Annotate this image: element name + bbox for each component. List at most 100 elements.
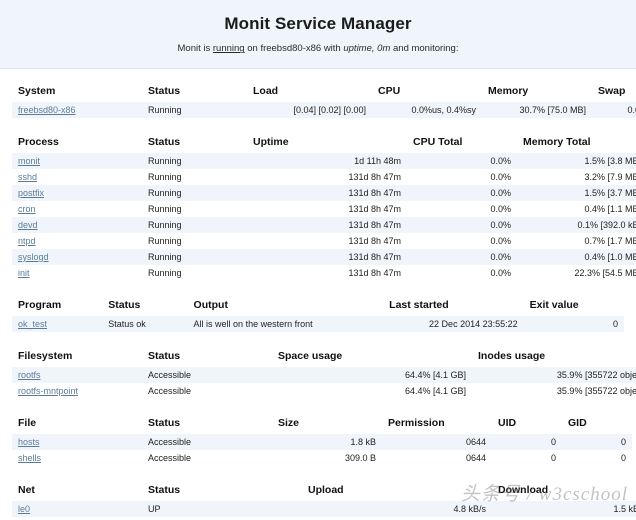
value-cell: 1.5% [3.7 MB] [584,187,636,198]
column-header-exit-value: Exit value [523,294,624,316]
value-cell: 0.7% [1.7 MB] [584,235,636,246]
header-status-line: Monit is running on freebsd80-x86 with u… [0,43,636,55]
page-title: Monit Service Manager [224,14,412,33]
service-link-rootfs[interactable]: rootfs [18,369,41,380]
service-link-rootfs-mntpoint[interactable]: rootfs-mntpoint [18,385,79,396]
column-header-filesystem: Filesystem [12,345,142,367]
column-header-space-usage: Space usage [272,345,472,367]
value-cell: 1.5 kB/s [613,503,636,514]
column-header-program: Program [12,294,103,316]
value-cell: 3.2% [7.9 MB] [584,171,636,182]
service-name-cell: ok_test [12,316,102,332]
service-name-cell: rootfs-mntpoint [12,383,142,399]
status-badge: Running [148,267,182,278]
value-cell: 4.8 kB/s [453,503,486,514]
value-cell: 0 [620,452,626,463]
table-header-row: File Status Size Permission UID GID [12,412,632,434]
status-badge: Running [148,187,182,198]
value-cell: 131d 8h 47m [348,267,401,278]
service-link-cron[interactable]: cron [18,203,36,214]
header-uptime-value: 0m [377,43,391,55]
value-cell: 0.0% [490,171,511,182]
service-link-postfix[interactable]: postfix [18,187,45,198]
value-cell: 35.9% [355722 objects] [556,385,636,396]
column-header-system: System [12,80,142,102]
column-header-uid: UID [492,412,562,434]
status-badge: Running [148,155,182,166]
value-cell: 0.0% [490,219,511,230]
table-filesystem: Filesystem Status Space usage Inodes usage r… [12,345,636,399]
column-header-cpu-total: CPU Total [407,131,517,153]
status-badge: Running [148,203,182,214]
column-header-size: Size [272,412,382,434]
service-name-cell: rootfs [12,367,142,383]
status-badge: Running [148,171,182,182]
service-link-syslogd[interactable]: syslogd [18,251,49,262]
value-cell: 0.0% [490,187,511,198]
status-badge: Accessible [148,369,192,380]
value-cell: 0.0% [32.0 kB] [627,104,636,115]
table-system: System Status Load CPU Memory Swap freebsd80-x… [12,80,636,118]
service-link-shells[interactable]: shells [18,452,42,463]
service-link-devd[interactable]: devd [18,219,38,230]
header-uptime-label: uptime, [343,43,375,55]
service-link-sshd[interactable]: sshd [18,171,38,182]
table-row: ntpd Running 131d 8h 47m 0.0% 0.7% [1.7 MB] [12,232,636,249]
value-cell: 0 [620,436,626,447]
service-name-cell: shells [12,450,142,466]
value-cell: 131d 8h 47m [348,219,401,230]
service-name-cell: postfix [12,185,142,201]
program-output-cell: All is well on the western front [193,318,313,329]
service-name-cell: ntpd [12,233,142,249]
table-row: ok_test Status ok All is well on the weste… [12,315,624,332]
status-badge: Running [148,104,182,115]
service-link-init[interactable]: init [18,267,30,278]
column-header-file: File [12,412,142,434]
table-row: hosts Accessible 1.8 kB 0644 0 0 [12,433,632,450]
table-row: init Running 131d 8h 47m 0.0% 22.3% [54.5 MB… [12,264,636,281]
table-header-row: Net Status Upload Download [12,479,636,501]
value-cell: 131d 8h 47m [348,171,401,182]
header-running-link[interactable]: running [212,43,245,55]
service-name-cell: monit [12,153,142,169]
table-net: Net Status Upload Download le0 UP 4.8 kB/s 1.5 … [12,479,636,517]
column-header-status: Status [142,80,247,102]
value-cell: 0.0% [490,235,511,246]
column-header-last-started: Last started [383,294,524,316]
column-header-status: Status [142,345,272,367]
column-header-status: Status [142,412,272,434]
service-name-cell: hosts [12,434,142,450]
table-header-row: System Status Load CPU Memory Swap [12,80,636,102]
service-link-freebsd80-x86[interactable]: freebsd80-x86 [18,104,76,115]
service-link-hosts[interactable]: hosts [18,436,40,447]
column-header-net: Net [12,479,142,501]
column-header-output: Output [187,294,384,316]
status-badge: Running [148,235,182,246]
value-cell: 0 [550,436,556,447]
column-header-inodes-usage: Inodes usage [472,345,636,367]
value-cell: 0644 [465,436,486,447]
column-header-gid: GID [562,412,632,434]
value-cell: 0.0% [490,251,511,262]
table-row: monit Running 1d 11h 48m 0.0% 1.5% [3.8 MB] [12,152,636,169]
table-row: sshd Running 131d 8h 47m 0.0% 3.2% [7.9 MB] [12,168,636,185]
service-link-ntpd[interactable]: ntpd [18,235,36,246]
column-header-load: Load [247,80,372,102]
column-header-cpu: CPU [372,80,482,102]
table-header-row: Process Status Uptime CPU Total Memory Total [12,131,636,153]
table-row: postfix Running 131d 8h 47m 0.0% 1.5% [3.7 M… [12,184,636,201]
service-link-monit[interactable]: monit [18,155,41,166]
service-link-le0[interactable]: le0 [18,503,31,514]
value-cell: 0.0%us, 0.4%sy [411,104,476,115]
column-header-uptime: Uptime [247,131,407,153]
column-header-swap: Swap [592,80,636,102]
value-cell: 0.0% [490,155,511,166]
column-header-download: Download [492,479,636,501]
column-header-status: Status [102,294,188,316]
table-row: cron Running 131d 8h 47m 0.0% 0.4% [1.1 MB] [12,200,636,217]
service-link-ok-test[interactable]: ok_test [18,318,48,329]
value-cell: 131d 8h 47m [348,251,401,262]
column-header-permission: Permission [382,412,492,434]
table-row: shells Accessible 309.0 B 0644 0 0 [12,449,632,466]
column-header-memory-total: Memory Total [517,131,636,153]
